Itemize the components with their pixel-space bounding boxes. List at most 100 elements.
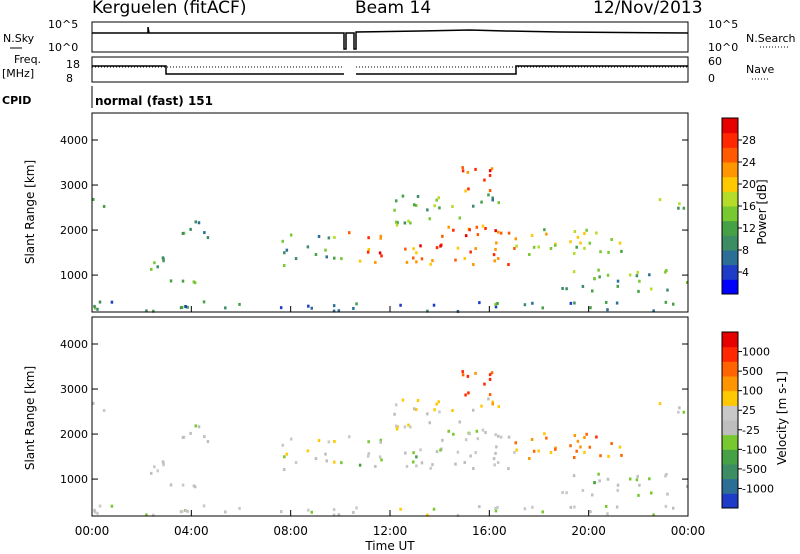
velocity-cell bbox=[285, 452, 289, 456]
velocity-cell bbox=[573, 434, 577, 438]
velocity-cell bbox=[620, 453, 623, 457]
velocity-cell bbox=[366, 454, 370, 458]
power-cell bbox=[678, 202, 681, 206]
velocity-cell bbox=[401, 398, 405, 402]
station-title: Kerguelen (fitACF) bbox=[92, 0, 246, 18]
velocity-cell bbox=[192, 484, 196, 488]
power-cell bbox=[532, 245, 536, 249]
velocity-cell bbox=[238, 506, 241, 510]
power-cell bbox=[469, 250, 472, 254]
velocity-cell bbox=[93, 508, 96, 512]
velocity-cell bbox=[396, 425, 399, 429]
velocity-cell bbox=[497, 405, 501, 409]
power-cell bbox=[543, 228, 546, 232]
power-cell bbox=[636, 270, 640, 274]
power-cell bbox=[415, 260, 418, 264]
velocity-cell bbox=[495, 445, 498, 449]
power-cell bbox=[435, 246, 439, 250]
power-cell bbox=[497, 201, 501, 205]
power-cell bbox=[337, 309, 341, 313]
power-cell bbox=[394, 199, 398, 203]
power-cell bbox=[432, 303, 436, 307]
velocity-cell bbox=[437, 400, 440, 404]
velocity-cell bbox=[488, 377, 492, 381]
velocity-colorbar: -1000 -500 -100 -25 25 100 500 1000 bbox=[721, 331, 774, 509]
velocity-cell bbox=[628, 477, 632, 481]
velocity-cell bbox=[597, 472, 600, 476]
power-cell bbox=[658, 198, 662, 202]
velocity-colorbar-swatch bbox=[722, 478, 738, 494]
power-cell bbox=[593, 277, 596, 281]
power-cell bbox=[439, 244, 442, 248]
power-cell bbox=[379, 236, 382, 240]
power-cell bbox=[682, 206, 686, 210]
velocity-cell bbox=[488, 393, 492, 397]
power-cell bbox=[283, 251, 286, 255]
power-cell bbox=[494, 247, 497, 251]
velocity-cell bbox=[573, 505, 576, 509]
velocity-cell bbox=[549, 451, 553, 455]
power-cell bbox=[412, 203, 416, 207]
velocity-colorbar-tick-label: -1000 bbox=[742, 482, 774, 495]
date-title: 12/Nov/2013 bbox=[593, 0, 703, 18]
velocity-cell bbox=[471, 408, 475, 412]
cpid-label: CPID bbox=[2, 94, 31, 107]
velocity-colorbar-swatch bbox=[722, 361, 738, 377]
velocity-cell bbox=[332, 513, 336, 517]
power-cell bbox=[289, 233, 293, 237]
velocity-cell bbox=[412, 460, 415, 464]
power-cell bbox=[193, 281, 197, 285]
power-cell bbox=[224, 306, 227, 310]
velocity-y-tick-label: 1000 bbox=[60, 473, 88, 486]
velocity-cell bbox=[591, 493, 594, 497]
power-cell bbox=[399, 303, 402, 307]
velocity-cell bbox=[145, 513, 148, 517]
velocity-colorbar-swatch bbox=[722, 376, 738, 392]
power-cell bbox=[433, 204, 436, 208]
power-cell bbox=[333, 236, 336, 240]
power-cell bbox=[461, 169, 465, 173]
velocity-cell bbox=[583, 436, 586, 440]
velocity-cell bbox=[638, 483, 641, 487]
power-cell bbox=[537, 245, 540, 249]
power-frame bbox=[91, 112, 689, 313]
velocity-cell bbox=[327, 440, 331, 444]
power-cell bbox=[496, 301, 499, 305]
velocity-cell bbox=[161, 460, 165, 464]
power-cell bbox=[599, 250, 602, 254]
velocity-cell bbox=[572, 474, 576, 478]
velocity-cell bbox=[588, 445, 592, 449]
velocity-cell bbox=[93, 510, 97, 514]
power-cell bbox=[366, 250, 370, 254]
power-cell bbox=[685, 281, 689, 285]
power-cell bbox=[186, 305, 189, 309]
velocity-cell bbox=[429, 466, 432, 470]
time-x-axis: 00:00 04:00 08:00 12:00 16:00 20:00 00:00 bbox=[75, 306, 705, 538]
power-cell bbox=[396, 221, 399, 225]
velocity-cell bbox=[553, 447, 557, 451]
noise-left-label: N.Sky bbox=[3, 32, 35, 45]
power-cell bbox=[412, 247, 415, 251]
power-cell bbox=[635, 274, 639, 278]
power-cell bbox=[591, 289, 594, 293]
velocity-cell bbox=[499, 435, 503, 439]
power-y-tick-label: 4000 bbox=[60, 134, 88, 147]
power-cell bbox=[394, 220, 398, 224]
power-cell bbox=[92, 197, 95, 201]
velocity-colorbar-frame bbox=[721, 331, 739, 509]
velocity-cell bbox=[435, 402, 438, 406]
velocity-cell bbox=[607, 454, 610, 458]
power-cell bbox=[340, 257, 343, 261]
power-cell bbox=[150, 267, 153, 271]
velocity-cell bbox=[487, 397, 490, 401]
power-cell bbox=[181, 279, 185, 283]
velocity-cell bbox=[467, 391, 470, 395]
power-cells bbox=[92, 166, 689, 313]
velocity-colorbar-tick-label: 25 bbox=[742, 404, 756, 417]
frequency-frame bbox=[91, 56, 689, 83]
velocity-cell bbox=[197, 425, 201, 429]
velocity-cell bbox=[532, 449, 536, 453]
power-cell bbox=[333, 256, 336, 260]
velocity-cell bbox=[414, 408, 418, 412]
velocity-cell bbox=[472, 467, 475, 471]
